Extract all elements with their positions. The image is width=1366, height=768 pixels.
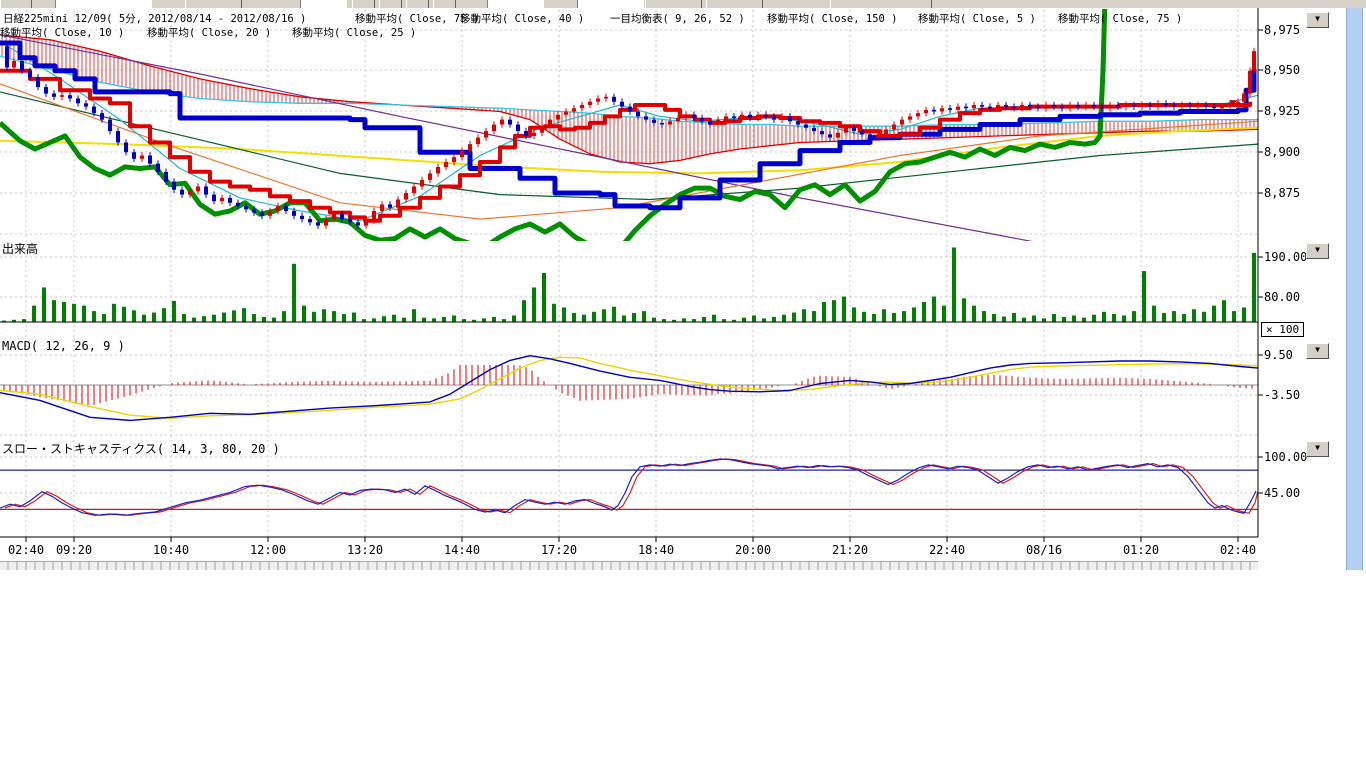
toolbar-fragment[interactable] [433, 0, 456, 8]
toolbar-fragment[interactable] [830, 0, 932, 8]
volume-pane-label: 出来高 [2, 242, 39, 256]
legend-ma25: 移動平均( Close, 25 ) [292, 27, 417, 39]
legend-ma20: 移動平均( Close, 20 ) [147, 27, 272, 39]
axes [0, 8, 1263, 542]
horizontal-scrollbar[interactable] [0, 561, 1258, 570]
price-tick-8975: 8,975 [1264, 23, 1301, 37]
chevron-down-icon: ▼ [1315, 245, 1320, 254]
price-tick-8925: 8,925 [1264, 104, 1301, 118]
toolbar-input-fragment[interactable] [300, 0, 347, 8]
toolbar-input-fragment[interactable] [577, 0, 644, 8]
time-label: 09:20 [55, 543, 93, 557]
toolbar-input-fragment[interactable] [55, 0, 152, 8]
macd-tick-950: 9.50 [1264, 348, 1293, 362]
toolbar-fragment[interactable] [379, 0, 402, 8]
candles [5, 43, 1256, 229]
time-label: 20:00 [734, 543, 772, 557]
volume-tick-190: 190.00 [1264, 250, 1308, 264]
chevron-down-icon: ▼ [1315, 345, 1320, 354]
toolbar-strip [0, 0, 1366, 8]
toolbar-fragment[interactable] [406, 0, 429, 8]
macd-pane [0, 355, 1259, 422]
time-label: 14:40 [443, 543, 481, 557]
chart-title: 日経225mini 12/09( 5分, 2012/08/14 - 2012/0… [3, 13, 307, 25]
volume-multiplier-label: × 100 [1261, 322, 1305, 337]
time-label: 22:40 [928, 543, 966, 557]
time-label: 02:40 [1219, 543, 1257, 557]
price-tick-8900: 8,900 [1264, 145, 1301, 159]
legend-ma40: 移動平均( Close, 40 ) [460, 13, 585, 25]
time-label: 02:40 [7, 543, 45, 557]
legend-ma10: 移動平均( Close, 10 ) [0, 27, 125, 39]
vertical-scrollbar[interactable] [1346, 0, 1363, 570]
chart-plot-area[interactable] [0, 0, 1366, 572]
macd-axis-dropdown-button[interactable]: ▼ [1306, 343, 1329, 359]
toolbar-input-fragment[interactable] [487, 0, 544, 8]
price-tick-8950: 8,950 [1264, 63, 1301, 77]
toolbar-fragment[interactable] [645, 0, 702, 8]
volume-axis-dropdown-button[interactable]: ▼ [1306, 243, 1329, 259]
toolbar-fragment[interactable] [0, 0, 32, 8]
signal-marker-down [1229, 100, 1237, 107]
stoch-pane [0, 458, 1259, 516]
toolbar-fragment[interactable] [185, 0, 242, 8]
time-label: 18:40 [637, 543, 675, 557]
volume-pane [0, 247, 1258, 323]
time-label: 12:00 [249, 543, 287, 557]
time-label: 08/16 [1025, 543, 1063, 557]
chevron-down-icon: ▼ [1315, 14, 1320, 23]
legend-ma5: 移動平均( Close, 5 ) [918, 13, 1036, 25]
volume-tick-80: 80.00 [1264, 290, 1301, 304]
time-label: 21:20 [831, 543, 869, 557]
macd-tick-n350: -3.50 [1264, 388, 1301, 402]
price-pane [0, 9, 1258, 241]
legend-ma75b: 移動平均( Close, 75 ) [1058, 13, 1183, 25]
stoch-axis-dropdown-button[interactable]: ▼ [1306, 441, 1329, 457]
legend-ma75: 移動平均( Close, 75 ) [355, 13, 480, 25]
time-label: 10:40 [152, 543, 190, 557]
legend-ma150: 移動平均( Close, 150 ) [767, 13, 898, 25]
stoch-pane-label: スロー・ストキャスティクス( 14, 3, 80, 20 ) [2, 442, 280, 456]
stoch-tick-45: 45.00 [1264, 486, 1301, 500]
time-label: 01:20 [1122, 543, 1160, 557]
toolbar-fragment[interactable] [352, 0, 375, 8]
toolbar-fragment[interactable] [706, 0, 763, 8]
price-tick-8875: 8,875 [1264, 186, 1301, 200]
time-label: 17:20 [540, 543, 578, 557]
time-label: 13:20 [346, 543, 384, 557]
price-axis-dropdown-button[interactable]: ▼ [1306, 12, 1329, 28]
legend-ichimoku: 一目均衡表( 9, 26, 52 ) [610, 13, 745, 25]
macd-pane-label: MACD( 12, 26, 9 ) [2, 339, 125, 353]
stoch-tick-100: 100.00 [1264, 450, 1308, 464]
chevron-down-icon: ▼ [1315, 443, 1320, 452]
